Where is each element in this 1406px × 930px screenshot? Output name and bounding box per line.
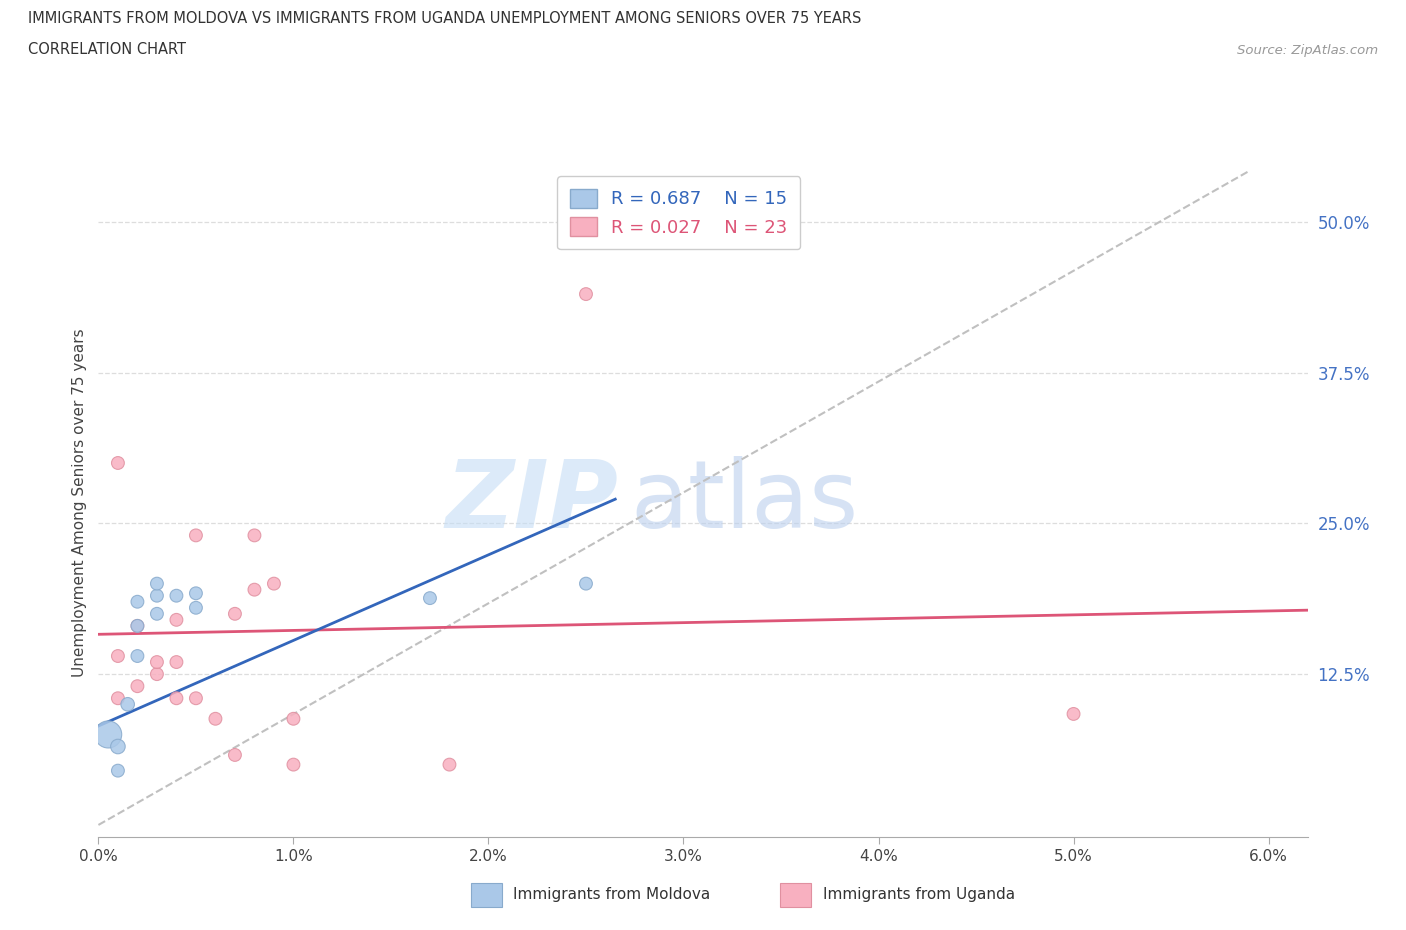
Text: CORRELATION CHART: CORRELATION CHART	[28, 42, 186, 57]
Point	[146, 667, 169, 682]
Point	[1063, 707, 1085, 722]
Point	[146, 655, 169, 670]
Text: ZIP: ZIP	[446, 457, 619, 548]
Point	[127, 618, 149, 633]
Point	[283, 757, 305, 772]
FancyBboxPatch shape	[471, 883, 502, 907]
Point	[165, 691, 187, 706]
FancyBboxPatch shape	[780, 883, 811, 907]
Point	[184, 601, 207, 616]
Point	[97, 727, 120, 742]
Legend: R = 0.687    N = 15, R = 0.027    N = 23: R = 0.687 N = 15, R = 0.027 N = 23	[557, 177, 800, 249]
Point	[184, 691, 207, 706]
Point	[243, 528, 266, 543]
Point	[575, 286, 598, 301]
Y-axis label: Unemployment Among Seniors over 75 years: Unemployment Among Seniors over 75 years	[72, 328, 87, 676]
Point	[224, 748, 246, 763]
Point	[165, 589, 187, 604]
Point	[184, 586, 207, 601]
Text: Source: ZipAtlas.com: Source: ZipAtlas.com	[1237, 44, 1378, 57]
Point	[224, 606, 246, 621]
Point	[127, 679, 149, 694]
Point	[165, 655, 187, 670]
Point	[165, 612, 187, 627]
Point	[127, 648, 149, 663]
Point	[107, 691, 129, 706]
Point	[146, 606, 169, 621]
Point	[283, 711, 305, 726]
Point	[107, 764, 129, 778]
Point	[439, 757, 461, 772]
Text: atlas: atlas	[630, 457, 859, 548]
Point	[419, 591, 441, 605]
Point	[127, 594, 149, 609]
Point	[263, 577, 285, 591]
Text: Immigrants from Moldova: Immigrants from Moldova	[513, 887, 710, 902]
Point	[127, 618, 149, 633]
Point	[107, 739, 129, 754]
Point	[575, 577, 598, 591]
Text: Immigrants from Uganda: Immigrants from Uganda	[823, 887, 1015, 902]
Point	[243, 582, 266, 597]
Point	[117, 697, 139, 711]
Point	[184, 528, 207, 543]
Point	[107, 648, 129, 663]
Text: IMMIGRANTS FROM MOLDOVA VS IMMIGRANTS FROM UGANDA UNEMPLOYMENT AMONG SENIORS OVE: IMMIGRANTS FROM MOLDOVA VS IMMIGRANTS FR…	[28, 11, 862, 26]
Point	[146, 589, 169, 604]
Point	[204, 711, 226, 726]
Point	[107, 456, 129, 471]
Point	[146, 577, 169, 591]
